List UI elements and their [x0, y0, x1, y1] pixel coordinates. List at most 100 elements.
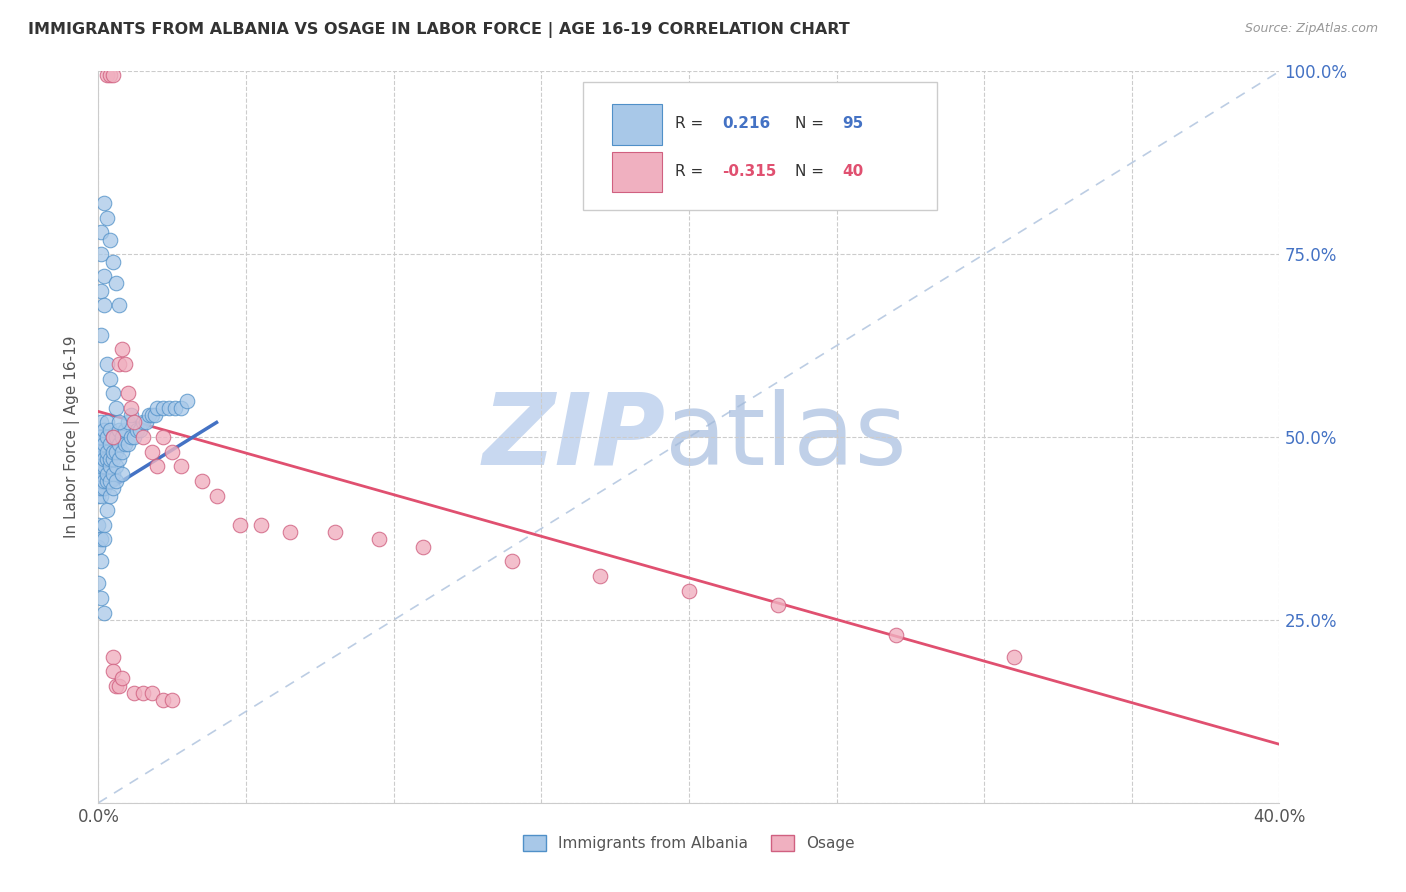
Point: [111, 467, 134, 481]
Point: [120, 401, 142, 415]
Point: [143, 408, 166, 422]
Point: [108, 298, 131, 312]
Point: [93, 423, 115, 437]
Point: [108, 423, 131, 437]
Point: [90, 459, 112, 474]
Point: [96, 503, 118, 517]
Point: [146, 401, 169, 415]
Point: [122, 430, 145, 444]
Text: N =: N =: [796, 116, 830, 131]
Point: [90, 533, 112, 547]
Point: [170, 459, 193, 474]
Point: [122, 416, 145, 430]
Point: [103, 254, 125, 268]
Point: [90, 591, 112, 605]
Point: [117, 437, 139, 451]
Point: [205, 489, 228, 503]
Point: [105, 474, 128, 488]
Point: [90, 444, 112, 458]
Point: [108, 452, 131, 467]
Point: [120, 430, 142, 444]
Point: [90, 489, 112, 503]
Text: atlas: atlas: [665, 389, 907, 485]
Point: [90, 247, 112, 261]
Point: [93, 452, 115, 467]
Point: [98, 233, 121, 247]
Point: [108, 679, 131, 693]
Point: [141, 686, 163, 700]
Point: [678, 583, 700, 598]
Point: [96, 357, 118, 371]
Point: [103, 481, 125, 495]
Point: [96, 452, 118, 467]
Point: [111, 444, 134, 458]
Point: [90, 225, 112, 239]
Point: [157, 401, 180, 415]
Point: [108, 357, 131, 371]
Text: Source: ZipAtlas.com: Source: ZipAtlas.com: [1244, 22, 1378, 36]
Point: [105, 679, 128, 693]
Point: [87, 540, 110, 554]
Point: [98, 459, 121, 474]
FancyBboxPatch shape: [582, 82, 936, 211]
Point: [90, 327, 112, 342]
Text: -0.315: -0.315: [723, 164, 776, 179]
Point: [884, 627, 907, 641]
Point: [105, 459, 128, 474]
Point: [162, 444, 183, 458]
Point: [98, 437, 121, 451]
Point: [96, 474, 118, 488]
Point: [132, 416, 155, 430]
Point: [162, 693, 183, 707]
Point: [90, 481, 112, 495]
Point: [368, 533, 391, 547]
Text: ZIP: ZIP: [482, 389, 665, 485]
Point: [191, 474, 214, 488]
Point: [117, 386, 139, 401]
Point: [87, 459, 110, 474]
Point: [152, 693, 174, 707]
Point: [96, 444, 118, 458]
Point: [132, 686, 155, 700]
Point: [96, 467, 118, 481]
Point: [93, 269, 115, 284]
Point: [125, 423, 148, 437]
Point: [120, 408, 142, 422]
Point: [229, 517, 252, 532]
Point: [87, 489, 110, 503]
Point: [114, 357, 136, 371]
Text: R =: R =: [675, 164, 707, 179]
Point: [138, 408, 160, 422]
Point: [93, 196, 115, 211]
Point: [766, 599, 789, 613]
Text: N =: N =: [796, 164, 830, 179]
Point: [589, 569, 612, 583]
Text: 95: 95: [842, 116, 863, 131]
Point: [98, 371, 121, 385]
Point: [103, 649, 125, 664]
Point: [103, 664, 125, 678]
Point: [90, 284, 112, 298]
Point: [96, 211, 118, 225]
Point: [117, 416, 139, 430]
Point: [1002, 649, 1025, 664]
Point: [87, 430, 110, 444]
Point: [87, 444, 110, 458]
Point: [93, 459, 115, 474]
Point: [93, 437, 115, 451]
Point: [103, 68, 125, 82]
Point: [111, 430, 134, 444]
Point: [98, 452, 121, 467]
Point: [93, 481, 115, 495]
Point: [141, 444, 163, 458]
Point: [132, 430, 155, 444]
Point: [87, 437, 110, 451]
Point: [98, 423, 121, 437]
Point: [90, 416, 112, 430]
Point: [98, 489, 121, 503]
Point: [114, 423, 136, 437]
Text: 40: 40: [842, 164, 863, 179]
Point: [96, 68, 118, 82]
Point: [105, 401, 128, 415]
Point: [122, 686, 145, 700]
